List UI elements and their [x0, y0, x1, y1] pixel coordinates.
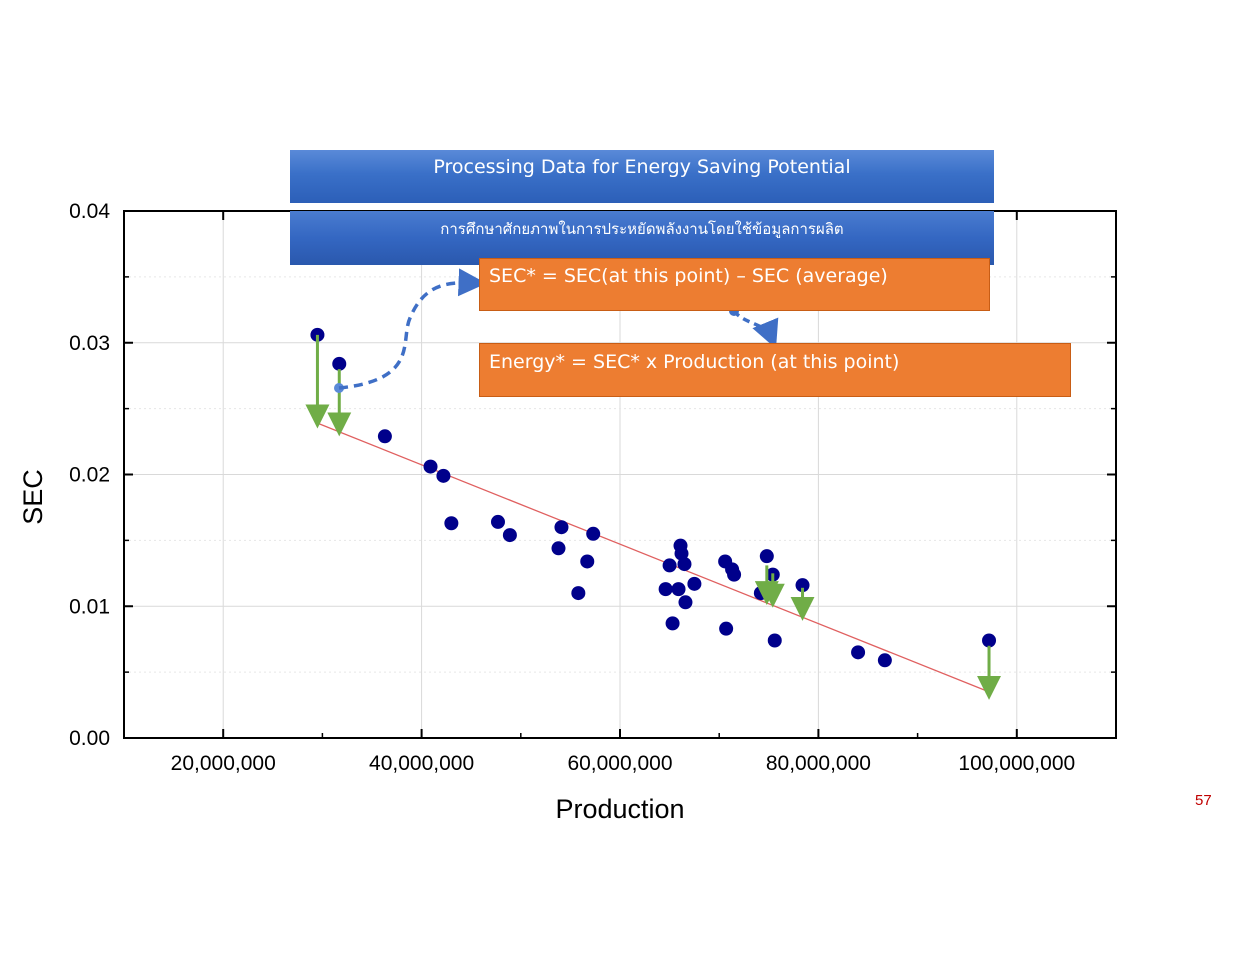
data-point: [580, 554, 595, 569]
x-tick-label: 40,000,000: [369, 752, 474, 775]
data-point: [719, 621, 734, 636]
thai-subtitle-text: การศึกษาศักยภาพในการประหยัดพลังงานโดยใช้…: [440, 220, 844, 238]
x-tick-label: 80,000,000: [766, 752, 871, 775]
energy-formula-box: Energy* = SEC* x Production (at this poi…: [479, 343, 1071, 397]
title-banner: Processing Data for Energy Saving Potent…: [290, 150, 994, 203]
y-tick-label: 0.00: [69, 727, 110, 750]
dashed-arrow-to-energy-formula: [732, 309, 779, 349]
data-point: [795, 578, 810, 593]
sec-formula-text: SEC* = SEC(at this point) – SEC (average…: [489, 265, 888, 287]
trend-line-group: [317, 422, 990, 693]
data-point: [551, 541, 566, 556]
data-point: [502, 528, 517, 543]
axis-ticks: [123, 210, 1116, 739]
data-points: [310, 327, 997, 668]
energy-formula-text: Energy* = SEC* x Production (at this poi…: [489, 351, 900, 373]
data-point: [877, 653, 892, 668]
data-point: [982, 633, 997, 648]
deviation-arrows: [305, 334, 1002, 700]
data-point: [671, 582, 686, 597]
data-point: [727, 567, 742, 582]
data-point: [678, 595, 693, 610]
y-tick-label: 0.01: [69, 595, 110, 618]
data-point: [571, 586, 586, 601]
y-tick-label: 0.03: [69, 332, 110, 355]
y-tick-label: 0.04: [69, 200, 110, 223]
data-point: [423, 459, 438, 474]
data-point: [677, 557, 692, 572]
tick-labels: 20,000,000 40,000,000 60,000,000 80,000,000…: [69, 200, 1075, 775]
data-point: [436, 468, 451, 483]
title-text: Processing Data for Energy Saving Potent…: [433, 156, 851, 178]
data-point: [554, 520, 569, 535]
data-point: [851, 645, 866, 660]
data-point: [658, 582, 673, 597]
x-tick-label: 60,000,000: [567, 752, 672, 775]
y-tick-label: 0.02: [69, 464, 110, 487]
data-point: [759, 549, 774, 564]
x-tick-label: 100,000,000: [958, 752, 1075, 775]
data-point: [662, 558, 677, 573]
trend-line: [317, 422, 990, 693]
data-point: [332, 356, 347, 371]
x-axis-label: Production: [555, 794, 684, 824]
data-point: [586, 526, 601, 541]
thai-subtitle-banner: การศึกษาศักยภาพในการประหยัดพลังงานโดยใช้…: [290, 211, 994, 265]
x-tick-label: 20,000,000: [171, 752, 276, 775]
page-number: 57: [1195, 792, 1212, 809]
data-point: [444, 516, 459, 531]
data-point: [687, 576, 702, 591]
data-point: [377, 429, 392, 444]
data-point: [674, 546, 689, 561]
data-point: [767, 633, 782, 648]
y-axis-label: SEC: [18, 469, 48, 525]
sec-formula-box: SEC* = SEC(at this point) – SEC (average…: [479, 258, 990, 311]
data-point: [665, 616, 680, 631]
data-point: [490, 514, 505, 529]
dashed-arrow-to-sec-formula: [338, 268, 487, 390]
